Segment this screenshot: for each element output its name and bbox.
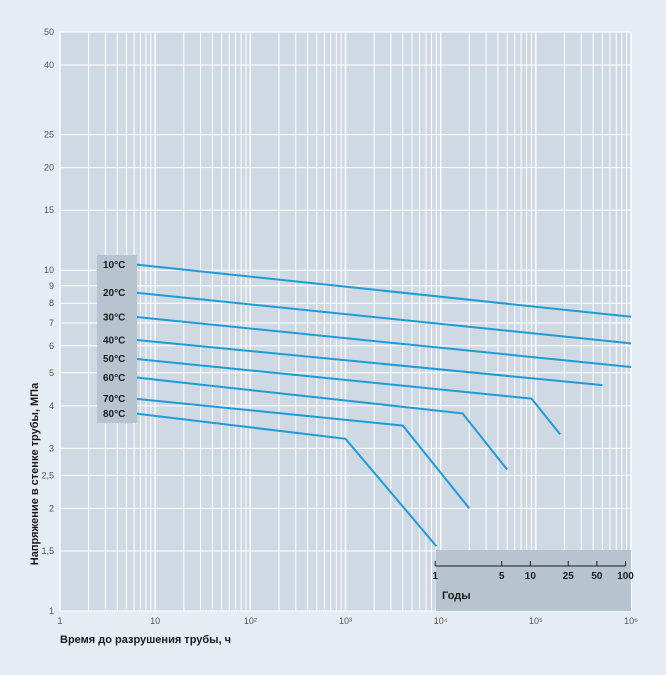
series-label: 10°C <box>103 260 125 271</box>
series-line-30c <box>133 315 632 368</box>
series-line-70c <box>134 397 471 510</box>
series-line-80c <box>133 412 438 547</box>
y-tick-label: 2,5 <box>41 470 54 480</box>
y-tick-label: 7 <box>49 318 54 328</box>
series-line-20c <box>133 291 632 345</box>
years-tick-label: 10 <box>525 571 537 582</box>
series-label: 40°C <box>103 335 125 346</box>
x-tick-label: 10⁶ <box>624 616 638 626</box>
series-line-40c <box>134 338 603 387</box>
y-tick-label: 4 <box>49 401 54 411</box>
years-tick-label: 5 <box>499 571 505 582</box>
series-labels: 10°C 20°C 30°C 40°C 50°C 60°C 70°C 80°C <box>97 255 137 423</box>
x-tick-labels: 1 10 10² 10³ 10⁴ 10⁵ 10⁶ <box>57 616 638 626</box>
y-axis-title: Напряжение в стенке трубы, МПа <box>29 382 41 565</box>
years-tick-label: 50 <box>591 571 603 582</box>
series-label: 80°C <box>103 409 125 420</box>
x-tick-label: 1 <box>57 616 62 626</box>
x-tick-label: 10⁵ <box>529 616 543 626</box>
series-label: 20°C <box>103 288 125 299</box>
y-tick-label: 6 <box>49 341 54 351</box>
y-tick-label: 10 <box>44 265 54 275</box>
series-label: 70°C <box>103 394 125 405</box>
series-label: 50°C <box>103 354 125 365</box>
years-axis-panel: 1 5 10 25 50 100 Годы <box>432 550 634 611</box>
years-axis-title: Годы <box>442 590 471 602</box>
series-label: 30°C <box>103 312 125 323</box>
series-label-box <box>97 255 137 423</box>
series-label: 60°C <box>103 373 125 384</box>
y-tick-labels: 1 1,5 2 2,5 3 4 5 6 7 8 9 10 15 20 25 40 50 <box>41 27 54 616</box>
y-tick-label: 3 <box>49 443 54 453</box>
x-tick-label: 10 <box>150 616 160 626</box>
grid <box>59 31 632 612</box>
years-tick-label: 100 <box>617 571 634 582</box>
y-tick-label: 1,5 <box>41 546 54 556</box>
years-panel-background <box>436 550 631 611</box>
series-lines <box>133 263 632 547</box>
y-tick-label: 15 <box>44 205 54 215</box>
y-tick-label: 9 <box>49 281 54 291</box>
y-tick-label: 20 <box>44 163 54 173</box>
y-tick-label: 40 <box>44 60 54 70</box>
years-tick-label: 1 <box>432 571 438 582</box>
y-tick-label: 1 <box>49 606 54 616</box>
x-tick-label: 10² <box>244 616 257 626</box>
y-tick-label: 8 <box>49 298 54 308</box>
series-line-60c <box>133 376 508 471</box>
y-tick-label: 50 <box>44 27 54 37</box>
series-line-50c <box>134 357 561 435</box>
years-tick-label: 25 <box>563 571 575 582</box>
y-tick-label: 2 <box>49 503 54 513</box>
x-axis-title: Время до разрушения трубы, ч <box>60 634 231 646</box>
x-tick-label: 10⁴ <box>434 616 448 626</box>
series-line-10c <box>133 263 632 318</box>
x-tick-label: 10³ <box>339 616 352 626</box>
y-tick-label: 5 <box>49 368 54 378</box>
y-tick-label: 25 <box>44 130 54 140</box>
